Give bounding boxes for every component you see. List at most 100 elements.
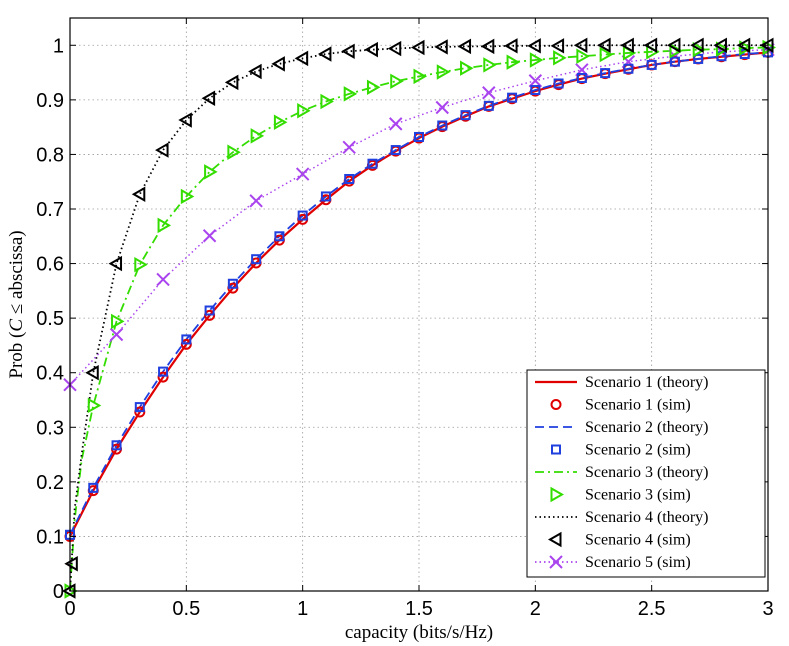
- legend-label: Scenario 1 (sim): [585, 397, 691, 414]
- series-line: [69, 46, 769, 592]
- data-point: [414, 131, 424, 142]
- data-point: [204, 305, 215, 316]
- series-6: [64, 39, 777, 599]
- legend-entry: Scenario 1 (sim): [550, 397, 691, 414]
- legend-entry: Scenario 4 (theory): [535, 509, 709, 526]
- y-tick-label: 0.5: [36, 308, 64, 330]
- data-point: [599, 46, 614, 63]
- data-point: [344, 173, 355, 184]
- data-point: [437, 120, 448, 131]
- data-point: [390, 145, 401, 156]
- data-point: [576, 48, 590, 64]
- legend-entry: Scenario 2 (sim): [551, 442, 691, 459]
- x-tick-label: 3: [762, 598, 773, 620]
- data-point: [507, 92, 518, 103]
- data-point: [434, 39, 448, 55]
- data-point: [483, 57, 497, 73]
- data-point: [553, 78, 564, 89]
- y-tick-label: 0.4: [36, 363, 64, 385]
- data-point: [436, 64, 451, 80]
- legend-label: Scenario 4 (sim): [585, 532, 691, 549]
- legend-label: Scenario 5 (sim): [585, 554, 691, 571]
- y-axis-title: Prob (C ≤ abscissa): [6, 230, 27, 378]
- data-point: [669, 43, 683, 59]
- x-tick-label: 0: [64, 598, 75, 620]
- data-point: [389, 117, 403, 131]
- data-point: [483, 100, 494, 111]
- legend-marker: [550, 486, 565, 503]
- y-tick-label: 0.1: [36, 526, 64, 548]
- data-point: [527, 38, 541, 54]
- data-point: [482, 86, 496, 100]
- y-tick-label: 1: [53, 35, 64, 57]
- x-tick-label: 0.5: [172, 598, 200, 620]
- data-point: [204, 164, 218, 180]
- data-point: [504, 38, 518, 54]
- legend-marker: [550, 399, 562, 410]
- legend-marker: [549, 555, 563, 569]
- y-tick-label: 0.3: [36, 417, 64, 439]
- data-point: [158, 366, 169, 377]
- data-point: [530, 85, 541, 96]
- data-point: [573, 37, 588, 54]
- legend-entry: Scenario 1 (theory): [535, 374, 709, 391]
- data-point: [85, 364, 99, 381]
- data-point: [762, 39, 777, 56]
- data-point: [692, 41, 707, 58]
- data-point: [620, 37, 634, 54]
- data-point: [131, 186, 146, 202]
- data-point: [693, 53, 704, 64]
- data-point: [320, 191, 331, 202]
- series-8: [61, 37, 774, 599]
- data-point: [297, 210, 308, 221]
- y-tick-label: 0.7: [36, 199, 64, 221]
- legend-box: [526, 369, 766, 578]
- data-point: [343, 86, 358, 102]
- data-point: [249, 194, 263, 208]
- legend-label: Scenario 2 (theory): [585, 419, 709, 436]
- data-point: [600, 68, 611, 79]
- data-point: [157, 217, 172, 234]
- data-point: [457, 38, 472, 55]
- data-point: [597, 37, 611, 54]
- data-point: [367, 158, 378, 169]
- x-tick-label: 2.5: [638, 598, 666, 620]
- data-point: [274, 231, 285, 242]
- data-point: [273, 114, 288, 130]
- data-point: [666, 37, 681, 54]
- data-point: [341, 43, 355, 60]
- data-point: [180, 188, 195, 205]
- data-point: [181, 334, 192, 345]
- x-axis-title: capacity (bits/s/Hz): [345, 622, 493, 643]
- legend-label: Scenario 3 (theory): [585, 464, 709, 481]
- data-point: [317, 46, 332, 62]
- data-point: [157, 371, 169, 383]
- legend-entry: Scenario 5 (sim): [535, 554, 691, 571]
- legend-entry: Scenario 3 (theory): [535, 464, 709, 481]
- legend: Scenario 1 (theory) Scenario 1 (sim) Scena…: [526, 369, 766, 578]
- data-point: [576, 73, 587, 84]
- data-point: [202, 229, 217, 243]
- y-tick-label: 0.2: [36, 472, 64, 494]
- data-point: [134, 402, 145, 413]
- data-point: [342, 140, 356, 155]
- legend-entry: Scenario 3 (sim): [550, 486, 691, 504]
- data-point: [690, 37, 704, 54]
- y-tick-label: 0.8: [36, 144, 64, 166]
- y-axis-title-prefix: Prob (: [6, 332, 27, 379]
- data-point: [506, 54, 521, 70]
- data-point: [387, 40, 402, 57]
- data-point: [366, 79, 381, 96]
- y-axis-title-variable: C: [6, 319, 27, 332]
- data-point: [155, 142, 169, 158]
- data-point: [739, 40, 753, 56]
- data-point: [64, 555, 78, 572]
- legend-marker: [547, 531, 562, 548]
- data-point: [250, 128, 265, 144]
- legend-marker: [551, 444, 561, 455]
- data-point: [201, 90, 216, 106]
- ticks: 0 0.5 1 1.5 2 2.5 3 0 0.1 0.2 0.3 0.4 0.5 0.6 0.7 0.8 0.…: [36, 18, 774, 620]
- data-point: [643, 37, 658, 54]
- legend-label: Scenario 2 (sim): [585, 442, 691, 459]
- x-tick-label: 2: [530, 598, 541, 620]
